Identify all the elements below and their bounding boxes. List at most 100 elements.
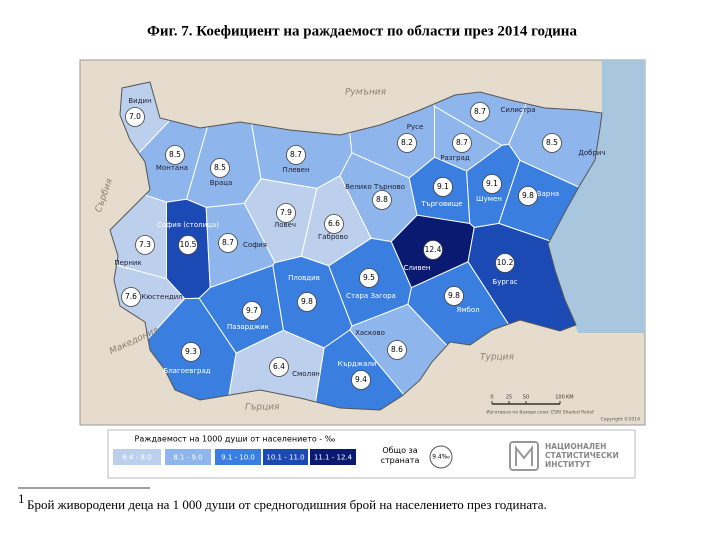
value-marker xyxy=(387,340,407,360)
country-label: Румъния xyxy=(345,88,387,98)
value-label: 9.4 xyxy=(355,375,367,384)
value-marker xyxy=(218,233,238,253)
value-label: 9.8 xyxy=(448,291,460,300)
value-marker xyxy=(397,133,417,153)
footnote-text: Брой живородени деца на 1 000 души от ср… xyxy=(27,497,547,512)
region-name: Добрич xyxy=(578,149,605,157)
value-marker xyxy=(210,158,230,178)
scale-label: 50 xyxy=(523,395,529,401)
value-label: 8.5 xyxy=(214,163,226,172)
title: Фиг. 7. Коефициент на раждаемост по обла… xyxy=(147,23,577,39)
region-name: Велико Търново xyxy=(345,183,405,191)
value-label: 8.7 xyxy=(456,138,468,147)
value-marker xyxy=(542,133,562,153)
region-name: Враца xyxy=(210,179,233,187)
region-name: Пловдив xyxy=(288,274,320,282)
value-label: 8.7 xyxy=(290,150,302,159)
region-name: Благоевград xyxy=(163,367,210,375)
region-name: Търговище xyxy=(420,200,462,208)
region-name: Кюстендил xyxy=(141,293,183,301)
sea xyxy=(548,60,645,333)
value-marker xyxy=(178,235,198,255)
legend-swatch xyxy=(215,449,261,465)
region-name: Кърджали xyxy=(338,360,377,368)
region-name: Ловеч xyxy=(274,221,296,229)
value-marker xyxy=(286,145,306,165)
logo-icon xyxy=(515,445,533,466)
total-marker xyxy=(429,445,453,469)
total-label: Общо за страната xyxy=(381,446,420,465)
value-label: 9.3 xyxy=(185,347,197,356)
legend-swatch xyxy=(113,449,161,465)
region-name: Силистра xyxy=(500,106,535,114)
footnote-mark: 1 xyxy=(18,491,25,506)
legend-label: 6.4 - 8.0 xyxy=(122,454,151,462)
value-marker xyxy=(324,214,344,234)
value-label: 8.7 xyxy=(474,107,486,116)
value-marker xyxy=(482,174,502,194)
value-label: 10.5 xyxy=(180,240,197,249)
country-label: Гърция xyxy=(245,403,280,413)
scale-unit: KM xyxy=(566,395,574,401)
value-label: 7.6 xyxy=(125,292,137,301)
scale-label: 0 xyxy=(490,395,493,401)
legend-label: 9.1 - 10.0 xyxy=(221,454,255,462)
value-label: 8.5 xyxy=(546,138,558,147)
legend-label: 11.1 - 12.4 xyxy=(314,454,353,462)
value-marker xyxy=(518,186,538,206)
value-marker xyxy=(125,107,145,127)
legend-title: Раждаемост на 1000 души от населението -… xyxy=(135,435,336,444)
region-name: Хасково xyxy=(355,329,385,337)
value-label: 7.3 xyxy=(139,240,151,249)
value-marker xyxy=(269,357,289,377)
copyright: Copyright ©2014 xyxy=(601,416,641,423)
logo-text: ИНСТИТУТ xyxy=(545,460,591,469)
value-label: 7.9 xyxy=(280,208,292,217)
legend-label: 8.1 - 9.0 xyxy=(173,454,202,462)
region-name: Видин xyxy=(128,97,151,105)
value-label: 8.6 xyxy=(391,345,403,354)
region-name: Габрово xyxy=(318,233,348,241)
value-label: 9.7 xyxy=(246,306,258,315)
value-marker xyxy=(470,102,490,122)
value-label: 12.4 xyxy=(425,245,442,254)
region-name: Варна xyxy=(537,190,559,198)
scale-label: 25 xyxy=(506,395,512,401)
region-name: Разград xyxy=(440,154,470,162)
region-name: Шумен xyxy=(476,195,502,203)
credit: Изготвено по базови слои: ESRI Shaded Re… xyxy=(486,410,594,416)
value-marker xyxy=(276,203,296,223)
region-name: София xyxy=(243,241,267,249)
value-label: 7.0 xyxy=(129,112,141,121)
value-marker xyxy=(372,190,392,210)
total-value: 9.4‰ xyxy=(432,454,450,461)
region-name: Бургас xyxy=(492,278,517,286)
value-label: 9.8 xyxy=(301,297,313,306)
value-marker xyxy=(495,253,515,273)
scale-label: 100 xyxy=(555,395,565,401)
logo-text: НАЦИОНАЛЕН xyxy=(545,442,606,451)
region-name: Пазарджик xyxy=(227,323,269,331)
value-marker xyxy=(297,292,317,312)
value-marker xyxy=(121,287,141,307)
region-name: Стара Загора xyxy=(346,292,396,300)
value-label: 10.2 xyxy=(497,258,514,267)
region-name: Смолян xyxy=(292,370,320,378)
legend-swatch xyxy=(165,449,211,465)
value-label: 9.5 xyxy=(363,273,375,282)
value-marker xyxy=(452,133,472,153)
region xyxy=(220,329,325,410)
value-label: 8.5 xyxy=(169,150,181,159)
value-label: 8.8 xyxy=(376,195,388,204)
legend-swatch xyxy=(310,449,356,465)
region-name: Ямбол xyxy=(456,306,479,314)
value-marker xyxy=(444,286,464,306)
value-marker xyxy=(351,370,371,390)
logo: НАЦИОНАЛЕН СТАТИСТИЧЕСКИ ИНСТИТУТ xyxy=(509,441,619,471)
legend-label: 10.1 - 11.0 xyxy=(266,454,304,462)
logo-icon xyxy=(509,441,539,471)
region-name: Монтана xyxy=(156,164,188,172)
region-name: Перник xyxy=(114,259,141,267)
value-marker xyxy=(359,268,379,288)
